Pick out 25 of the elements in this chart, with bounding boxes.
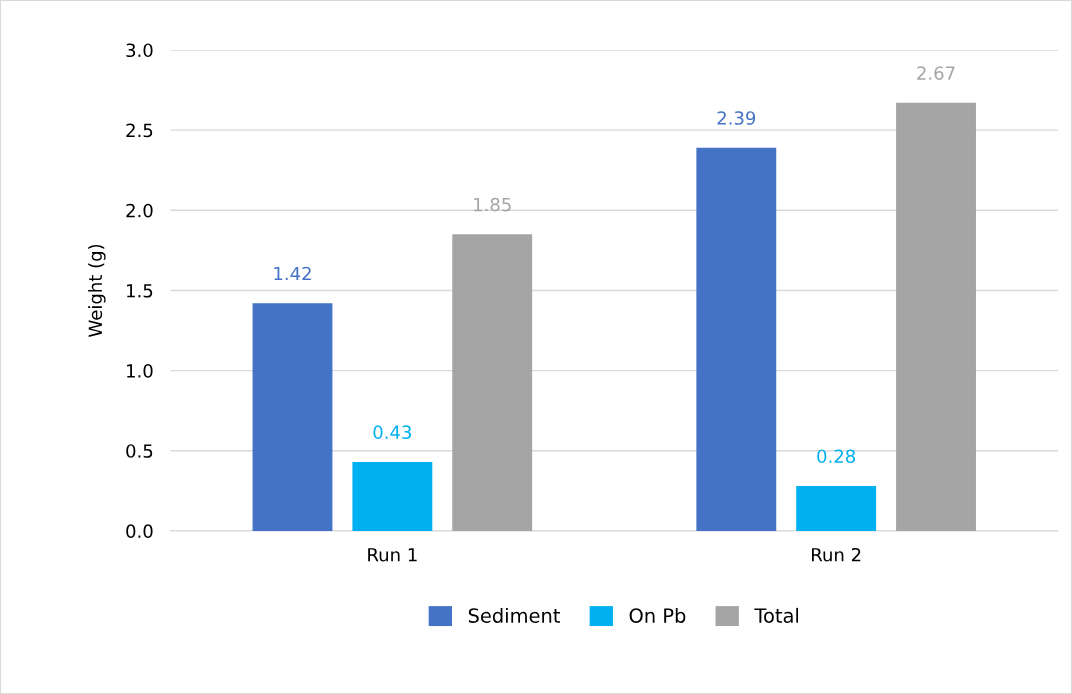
y-axis-title: Weight (g) (88, 244, 106, 337)
legend-label: Total (754, 607, 799, 623)
y-tick-label: 2.5 (126, 123, 153, 138)
y-tick-label: 0.5 (126, 444, 153, 458)
x-tick-label: Run 2 (812, 547, 861, 562)
data-label: 2.67 (917, 66, 955, 80)
data-label: 0.28 (817, 449, 856, 464)
y-tick-label: 3.0 (126, 43, 153, 58)
y-tick-label: 2.0 (126, 203, 153, 218)
bar (696, 147, 777, 531)
data-label: 0.43 (373, 425, 412, 440)
bar (452, 234, 533, 531)
bar (796, 486, 877, 531)
data-label: 2.39 (717, 111, 756, 125)
x-tick-label: Run 1 (368, 548, 417, 562)
data-label: 1.42 (274, 266, 311, 281)
y-tick-label: 0.0 (126, 524, 153, 539)
bar (352, 461, 433, 531)
legend-label: Sediment (468, 607, 560, 623)
y-tick-label: 1.5 (127, 284, 153, 298)
data-label: 1.85 (474, 197, 511, 212)
legend-label: On Pb (629, 607, 686, 623)
y-tick-label: 1.0 (127, 364, 153, 378)
bar (252, 303, 333, 531)
bar (896, 102, 976, 531)
